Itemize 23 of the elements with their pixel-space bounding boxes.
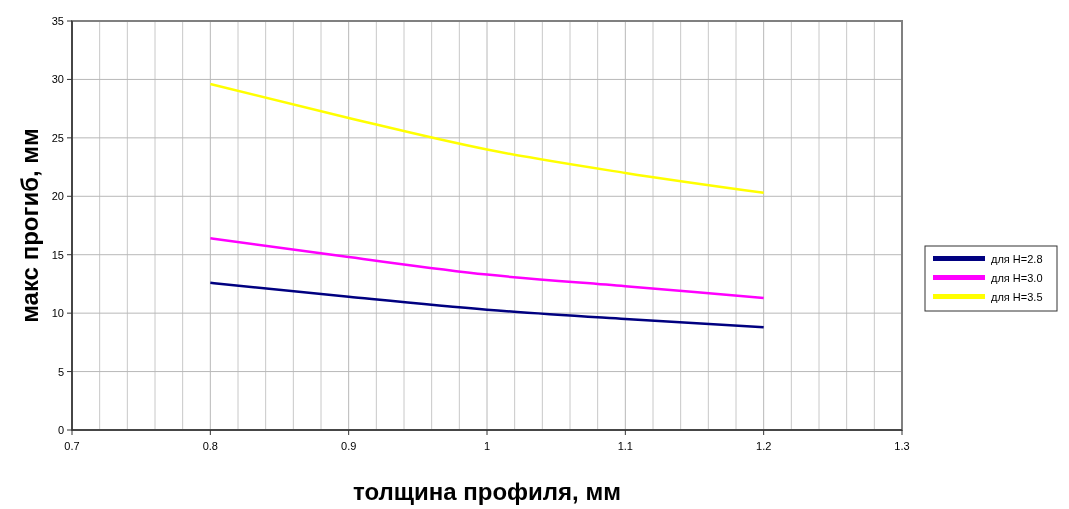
y-tick-label: 15 (51, 248, 64, 261)
y-tick-label: 10 (51, 307, 64, 320)
x-tick-label: 1.3 (894, 440, 910, 452)
line-series (209, 237, 765, 300)
line-series (209, 281, 765, 329)
y-tick-label: 25 (51, 131, 64, 144)
x-tick-label: 1.1 (617, 440, 633, 452)
line-series (209, 82, 765, 195)
y-tick-label: 20 (51, 190, 64, 203)
y-axis-title: макс прогиб, мм (16, 128, 43, 323)
legend-label: для H=3.5 (991, 291, 1043, 303)
legend-label: для H=3.0 (991, 272, 1043, 284)
x-tick-label: 0.9 (341, 440, 357, 452)
y-tick-label: 5 (57, 365, 64, 378)
x-tick-label: 1 (483, 440, 491, 452)
x-tick-label: 0.7 (64, 440, 80, 452)
x-tick-label: 1.2 (756, 440, 772, 452)
y-tick-label: 30 (51, 73, 64, 86)
y-tick-label: 0 (57, 424, 64, 436)
x-axis-title: толщина профиля, мм (353, 478, 621, 505)
y-tick-label: 35 (51, 15, 64, 27)
legend-label: для H=2.8 (991, 253, 1043, 265)
x-tick-label: 0.8 (202, 440, 218, 452)
